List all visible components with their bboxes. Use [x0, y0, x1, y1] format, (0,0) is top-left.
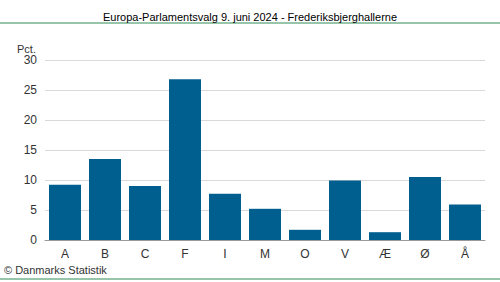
svg-text:Ø: Ø: [420, 247, 429, 261]
svg-text:Pct.: Pct.: [17, 42, 36, 55]
svg-text:25: 25: [24, 83, 38, 97]
svg-text:© Danmarks Statistik: © Danmarks Statistik: [4, 264, 107, 276]
svg-text:Å: Å: [461, 246, 469, 261]
svg-text:10: 10: [24, 173, 38, 187]
svg-text:I: I: [223, 247, 226, 261]
svg-text:B: B: [101, 247, 109, 261]
svg-text:M: M: [260, 247, 270, 261]
svg-text:C: C: [141, 247, 150, 261]
svg-text:F: F: [181, 247, 188, 261]
svg-text:V: V: [341, 247, 349, 261]
svg-text:A: A: [61, 247, 69, 261]
svg-text:20: 20: [24, 113, 38, 127]
svg-text:O: O: [300, 247, 309, 261]
svg-text:5: 5: [30, 203, 37, 217]
svg-text:Æ: Æ: [379, 247, 391, 261]
svg-text:0: 0: [30, 233, 37, 247]
svg-text:15: 15: [24, 143, 38, 157]
svg-text:Europa-Parlamentsvalg 9. juni: Europa-Parlamentsvalg 9. juni 2024 - Fre…: [103, 11, 397, 23]
svg-text:30: 30: [24, 53, 38, 67]
